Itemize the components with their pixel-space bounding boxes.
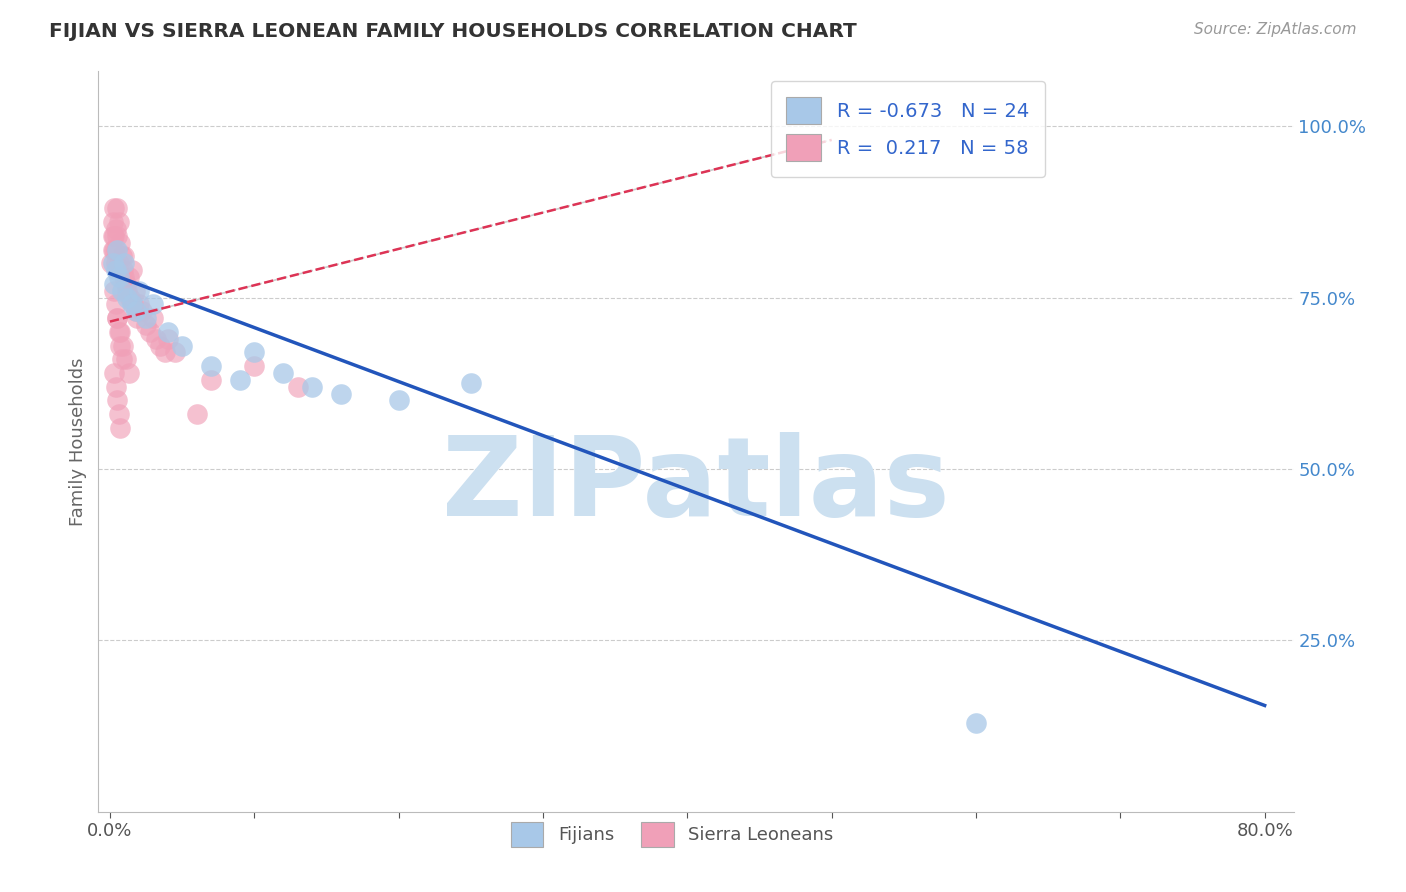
Point <box>149 338 172 352</box>
Point <box>117 291 139 305</box>
Y-axis label: Family Households: Family Households <box>69 358 87 525</box>
Point <box>122 297 145 311</box>
Point <box>103 228 125 243</box>
Point <box>108 338 131 352</box>
Point <box>105 228 128 243</box>
Point <box>112 270 135 285</box>
Point <box>101 215 124 229</box>
Point <box>153 345 176 359</box>
Point <box>145 332 167 346</box>
Point <box>111 338 134 352</box>
Point <box>118 270 141 285</box>
Point <box>243 359 266 373</box>
Point <box>139 325 162 339</box>
Point <box>105 243 128 257</box>
Point <box>127 311 149 326</box>
Point <box>107 256 129 270</box>
Point <box>107 325 129 339</box>
Point <box>329 386 352 401</box>
Text: Source: ZipAtlas.com: Source: ZipAtlas.com <box>1194 22 1357 37</box>
Legend: Fijians, Sierra Leoneans: Fijians, Sierra Leoneans <box>503 814 841 855</box>
Point <box>103 366 125 380</box>
Point <box>104 263 127 277</box>
Point <box>156 332 179 346</box>
Point <box>110 250 132 264</box>
Point <box>107 407 129 421</box>
Point <box>104 256 127 270</box>
Point <box>125 304 148 318</box>
Point <box>103 277 125 291</box>
Point <box>121 297 143 311</box>
Point <box>200 359 222 373</box>
Point <box>124 284 146 298</box>
Point <box>460 376 482 391</box>
Point <box>100 256 122 270</box>
Point <box>108 235 131 250</box>
Point <box>108 325 131 339</box>
Point <box>110 352 132 367</box>
Point <box>172 338 194 352</box>
Point <box>131 304 153 318</box>
Point <box>101 228 124 243</box>
Point <box>115 277 138 291</box>
Point <box>142 297 165 311</box>
Point <box>200 373 222 387</box>
Point <box>243 345 266 359</box>
Point <box>163 345 186 359</box>
Point <box>121 263 143 277</box>
Point <box>128 297 150 311</box>
Point <box>112 250 135 264</box>
Point <box>128 284 150 298</box>
Point <box>135 311 157 326</box>
Point <box>110 284 132 298</box>
Point <box>105 202 128 216</box>
Text: ZIPatlas: ZIPatlas <box>441 433 950 540</box>
Point <box>108 421 131 435</box>
Point <box>103 243 125 257</box>
Point <box>229 373 252 387</box>
Point <box>186 407 208 421</box>
Point <box>107 270 129 285</box>
Point <box>104 243 127 257</box>
Point <box>103 284 125 298</box>
Point <box>101 256 124 270</box>
Point <box>105 311 128 326</box>
Text: FIJIAN VS SIERRA LEONEAN FAMILY HOUSEHOLDS CORRELATION CHART: FIJIAN VS SIERRA LEONEAN FAMILY HOUSEHOL… <box>49 22 858 41</box>
Point <box>105 393 128 408</box>
Point <box>118 366 141 380</box>
Point <box>115 352 138 367</box>
Point <box>104 297 127 311</box>
Point <box>156 325 179 339</box>
Point <box>107 215 129 229</box>
Point <box>388 393 411 408</box>
Point <box>105 311 128 326</box>
Point <box>112 256 135 270</box>
Point <box>965 715 987 730</box>
Point <box>120 291 142 305</box>
Point <box>103 202 125 216</box>
Point <box>125 304 148 318</box>
Point <box>104 222 127 236</box>
Point <box>271 366 294 380</box>
Point <box>142 311 165 326</box>
Point <box>117 284 139 298</box>
Point <box>111 263 134 277</box>
Point <box>287 380 309 394</box>
Point <box>101 243 124 257</box>
Point <box>104 380 127 394</box>
Point <box>301 380 323 394</box>
Point <box>135 318 157 332</box>
